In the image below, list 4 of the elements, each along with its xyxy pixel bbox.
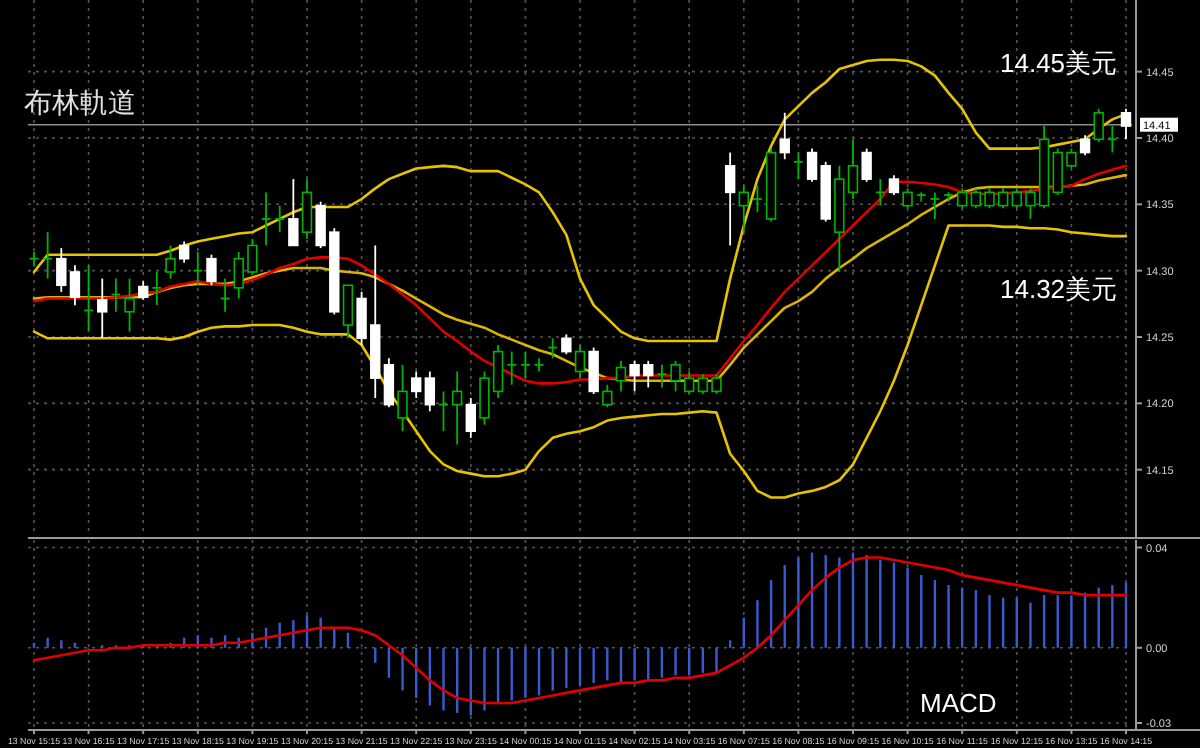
annotation: 14.32美元	[1000, 274, 1118, 304]
text: MACD	[920, 688, 997, 718]
annotation: 14.45美元	[1000, 48, 1118, 78]
text: 布林軌道	[24, 86, 136, 118]
